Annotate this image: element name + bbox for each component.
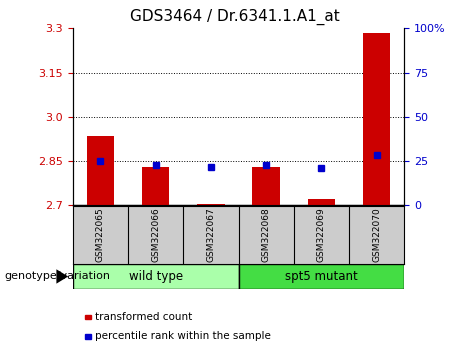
- Text: GSM322067: GSM322067: [206, 208, 215, 262]
- Text: GSM322070: GSM322070: [372, 208, 381, 262]
- FancyBboxPatch shape: [238, 264, 404, 289]
- Text: genotype/variation: genotype/variation: [5, 272, 111, 281]
- Text: spt5 mutant: spt5 mutant: [285, 270, 358, 283]
- Bar: [252, 167, 280, 205]
- Text: GSM322068: GSM322068: [262, 208, 271, 262]
- Text: GDS3464 / Dr.6341.1.A1_at: GDS3464 / Dr.6341.1.A1_at: [130, 9, 340, 25]
- Bar: [142, 167, 170, 205]
- Text: transformed count: transformed count: [95, 312, 193, 322]
- Text: GSM322066: GSM322066: [151, 208, 160, 262]
- Text: wild type: wild type: [129, 270, 183, 283]
- Bar: [307, 199, 335, 205]
- Text: percentile rank within the sample: percentile rank within the sample: [95, 331, 271, 341]
- Text: GSM322065: GSM322065: [96, 208, 105, 262]
- Polygon shape: [56, 269, 68, 284]
- Text: GSM322069: GSM322069: [317, 208, 326, 262]
- Bar: [197, 204, 225, 205]
- Bar: [363, 33, 391, 205]
- Bar: [86, 136, 114, 205]
- FancyBboxPatch shape: [73, 264, 238, 289]
